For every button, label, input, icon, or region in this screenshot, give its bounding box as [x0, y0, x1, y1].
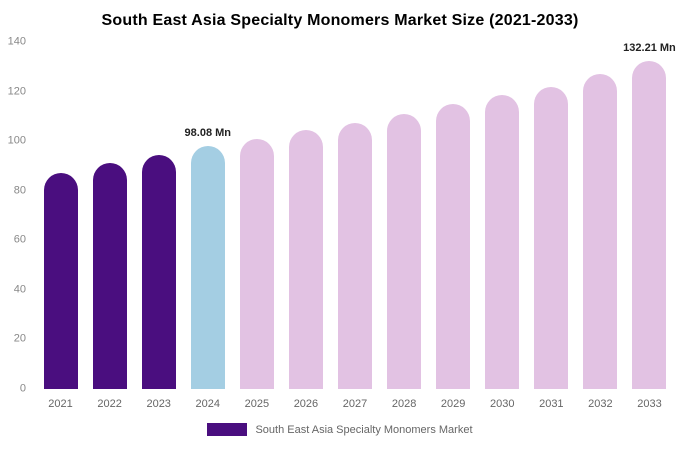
- bar-2023: [141, 154, 176, 389]
- bar-column-2030: 2030: [478, 42, 527, 410]
- data-label-2033: 132.21 Mn: [623, 42, 676, 55]
- y-tick-label: 0: [19, 382, 26, 395]
- legend-swatch: [207, 423, 248, 436]
- bar-2022: [92, 163, 127, 389]
- bar-2032: [583, 74, 618, 389]
- data-label-2024: 98.08 Mn: [184, 126, 231, 139]
- y-axis: 0 20 40 60 80 100 120 140: [0, 36, 32, 394]
- y-tick-label: 40: [13, 283, 26, 296]
- x-tick-label: 2030: [490, 398, 515, 410]
- y-tick-label: 120: [7, 85, 26, 98]
- bar-column-2021: 2021: [36, 42, 85, 410]
- bar-column-2022: 2022: [85, 42, 134, 410]
- bar-column-2027: 2027: [330, 42, 379, 410]
- x-tick-label: 2026: [293, 398, 319, 410]
- x-tick-label: 2022: [97, 398, 122, 410]
- bar-2029: [436, 103, 471, 389]
- bar-column-2032: 2032: [576, 42, 625, 410]
- chart-title: South East Asia Specialty Monomers Marke…: [101, 12, 579, 29]
- legend-label: South East Asia Specialty Monomers Marke…: [255, 423, 473, 436]
- bar-2025: [239, 138, 274, 389]
- plot-area: 2021 2022 2023 2024 98.08 Mn 2025 2026 2027 2028…: [32, 42, 678, 410]
- bar-2031: [534, 86, 569, 389]
- bar-2028: [387, 113, 422, 389]
- x-tick-label: 2027: [342, 398, 368, 410]
- y-tick-label: 100: [7, 134, 26, 147]
- bar-2021: [43, 173, 78, 389]
- legend: South East Asia Specialty Monomers Marke…: [0, 423, 680, 436]
- x-tick-label: 2033: [637, 398, 662, 410]
- x-tick-label: 2029: [440, 398, 466, 410]
- y-tick-label: 60: [13, 233, 26, 246]
- bar-2026: [288, 130, 323, 389]
- bar-2030: [485, 95, 520, 389]
- y-tick-label: 80: [13, 184, 26, 197]
- bar-column-2029: 2029: [429, 42, 478, 410]
- x-tick-label: 2025: [244, 398, 270, 410]
- x-tick-label: 2021: [48, 398, 73, 410]
- bar-column-2025: 2025: [232, 42, 281, 410]
- x-tick-label: 2028: [391, 398, 417, 410]
- y-tick-label: 20: [13, 332, 26, 345]
- y-tick-label: 140: [7, 35, 26, 48]
- bar-column-2023: 2023: [134, 42, 183, 410]
- plot-wrap: 0 20 40 60 80 100 120 140 2021 2022 2023 2024 98.08…: [0, 36, 680, 410]
- bar-column-2028: 2028: [380, 42, 429, 410]
- bar-2033: [632, 61, 667, 389]
- x-tick-label: 2023: [146, 398, 171, 410]
- x-tick-label: 2032: [588, 398, 613, 410]
- x-tick-label: 2024: [195, 398, 221, 410]
- bar-2027: [338, 122, 372, 389]
- bar-column-2033: 2033 132.21 Mn: [623, 42, 676, 410]
- bar-column-2031: 2031: [527, 42, 576, 410]
- x-tick-label: 2031: [539, 398, 564, 410]
- bar-column-2026: 2026: [281, 42, 330, 410]
- bar-column-2024: 2024 98.08 Mn: [183, 42, 232, 410]
- bar-2024: [190, 145, 225, 389]
